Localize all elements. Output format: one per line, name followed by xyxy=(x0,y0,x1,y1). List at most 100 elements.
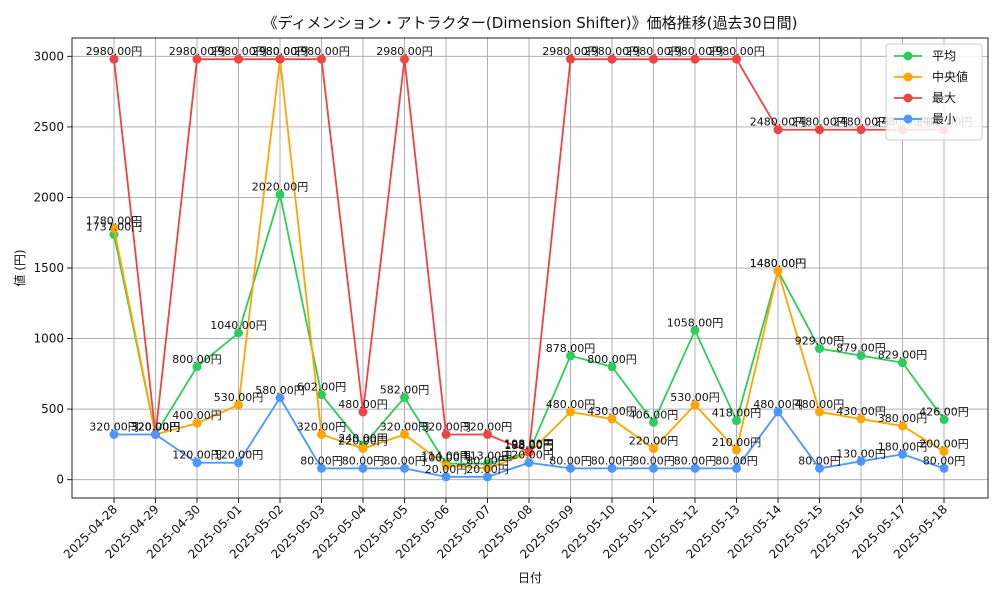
data-point xyxy=(234,458,243,468)
data-point xyxy=(234,400,243,410)
data-label: 800.00円 xyxy=(587,353,637,366)
data-point xyxy=(400,463,409,473)
data-label: 406.00円 xyxy=(629,408,679,421)
data-point xyxy=(358,407,368,417)
data-label: 80.00円 xyxy=(923,454,966,467)
legend-marker xyxy=(903,72,913,82)
y-tick-label: 1000 xyxy=(33,332,64,346)
data-point xyxy=(773,266,783,276)
data-point xyxy=(234,328,243,338)
data-label: 220.00円 xyxy=(629,435,679,448)
data-label: 380.00円 xyxy=(878,412,928,425)
data-point xyxy=(358,444,368,454)
data-point xyxy=(317,54,326,64)
data-label: 193.00円 xyxy=(504,438,554,451)
data-label: 320.00円 xyxy=(297,421,347,434)
data-label: 1040.00円 xyxy=(210,319,267,332)
data-point xyxy=(400,54,409,64)
data-label: 200.00円 xyxy=(919,437,969,450)
data-label: 418.00円 xyxy=(712,407,762,420)
x-axis: 2025-04-282025-04-292025-04-302025-05-01… xyxy=(61,498,950,561)
data-point xyxy=(234,54,243,64)
series-group xyxy=(109,54,949,482)
data-point xyxy=(317,463,326,473)
data-label: 800.00円 xyxy=(172,353,222,366)
y-tick-label: 2000 xyxy=(33,190,64,204)
data-point xyxy=(192,458,202,468)
data-point xyxy=(856,125,866,135)
data-label: 426.00円 xyxy=(919,406,969,419)
data-label: 80.00円 xyxy=(383,454,426,467)
x-axis-label: 日付 xyxy=(518,571,542,585)
data-point xyxy=(566,54,575,64)
data-point xyxy=(856,456,866,466)
data-label: 120.00円 xyxy=(214,449,264,462)
data-label: 1480.00円 xyxy=(750,257,807,270)
data-label: 430.00円 xyxy=(836,405,886,418)
data-label: 320.00円 xyxy=(421,421,471,434)
legend-label: 平均 xyxy=(932,49,956,63)
data-point xyxy=(690,54,700,64)
data-label: 929.00円 xyxy=(795,335,845,348)
data-label: 2980.00円 xyxy=(86,45,143,58)
data-label: 80.00円 xyxy=(591,454,634,467)
data-point xyxy=(441,461,451,471)
data-point xyxy=(400,430,409,440)
data-point xyxy=(815,463,824,473)
data-point xyxy=(773,125,783,135)
data-label: 1780.00円 xyxy=(86,214,143,227)
data-label: 2980.00円 xyxy=(667,45,724,58)
data-point xyxy=(773,407,783,417)
y-tick-label: 3000 xyxy=(33,49,64,63)
data-point xyxy=(649,444,658,454)
data-point xyxy=(856,351,866,361)
data-label: 400.00円 xyxy=(172,409,222,422)
data-point xyxy=(524,458,534,468)
data-label: 80.00円 xyxy=(549,454,592,467)
data-label: 320.00円 xyxy=(463,421,513,434)
data-label: 20.00円 xyxy=(466,463,509,476)
data-label: 2480.00円 xyxy=(791,116,848,129)
data-label: 80.00円 xyxy=(674,454,717,467)
data-point xyxy=(483,463,492,473)
data-label: 530.00円 xyxy=(214,391,264,404)
data-label: 130.00円 xyxy=(836,447,886,460)
data-point xyxy=(856,414,866,424)
data-label: 80.00円 xyxy=(798,454,841,467)
data-label: 530.00円 xyxy=(670,391,720,404)
data-point xyxy=(732,416,741,426)
data-label: 2980.00円 xyxy=(625,45,682,58)
legend-label: 最小 xyxy=(932,112,956,126)
data-label: 829.00円 xyxy=(878,349,928,362)
legend-label: 中央値 xyxy=(932,69,968,84)
legend-marker xyxy=(903,114,913,124)
data-point xyxy=(109,223,119,233)
data-label: 114.00円 xyxy=(421,450,471,463)
data-label: 878.00円 xyxy=(546,342,596,355)
data-point xyxy=(358,463,368,473)
data-point xyxy=(732,54,741,64)
data-point xyxy=(607,54,617,64)
data-point xyxy=(566,407,575,417)
data-point xyxy=(109,430,119,440)
data-point xyxy=(898,421,907,431)
data-point xyxy=(192,362,202,372)
grid xyxy=(72,38,988,498)
data-label: 180.00円 xyxy=(878,440,928,453)
data-label: 210.00円 xyxy=(712,436,762,449)
data-point xyxy=(441,472,451,482)
data-label: 2020.00円 xyxy=(252,181,309,194)
data-label: 320.00円 xyxy=(89,421,139,434)
data-point xyxy=(939,415,949,425)
data-label: 480.00円 xyxy=(546,398,596,411)
data-point xyxy=(607,463,617,473)
data-label: 2980.00円 xyxy=(708,45,765,58)
data-point xyxy=(939,463,949,473)
data-point xyxy=(524,447,534,457)
data-label: 80.00円 xyxy=(300,454,343,467)
data-point xyxy=(649,54,658,64)
data-point xyxy=(649,417,658,427)
